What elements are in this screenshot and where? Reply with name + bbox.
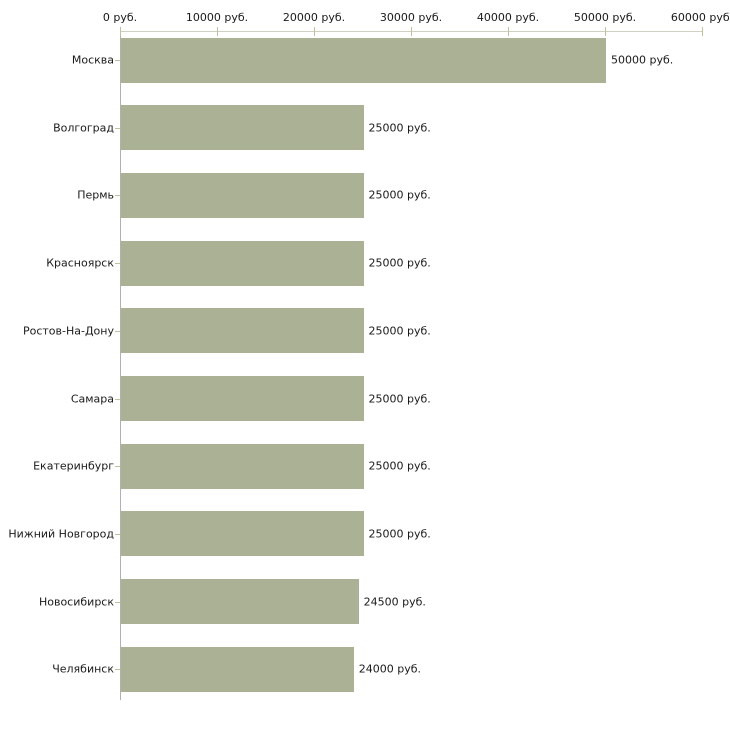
- bar: [121, 443, 364, 489]
- x-tick-label: 50000 руб.: [573, 11, 637, 24]
- value-label: 25000 руб.: [368, 256, 431, 270]
- category-label: Новосибирск: [38, 595, 114, 609]
- category-tick-mark: [115, 127, 120, 129]
- bar: [121, 579, 359, 625]
- bar: [121, 308, 364, 354]
- category-tick-mark: [115, 195, 120, 197]
- value-label: 25000 руб.: [368, 324, 431, 338]
- category-label: Москва: [71, 53, 114, 67]
- value-label: 50000 руб.: [611, 53, 674, 67]
- bar: [121, 105, 364, 151]
- value-label: 25000 руб.: [368, 188, 431, 202]
- x-tick-mark: [411, 27, 412, 36]
- value-label: 25000 руб.: [368, 392, 431, 405]
- x-tick-mark: [217, 27, 218, 36]
- x-tick-mark: [605, 27, 606, 36]
- bar: [121, 37, 606, 83]
- bar: [121, 172, 364, 218]
- value-label: 25000 руб.: [368, 527, 431, 541]
- x-tick-label: 10000 руб.: [185, 11, 249, 24]
- bar: [121, 376, 364, 421]
- value-label: 24000 руб.: [358, 662, 422, 676]
- x-tick-label: 30000 руб.: [379, 11, 443, 24]
- x-tick-label: 0 руб.: [102, 11, 138, 24]
- category-tick-mark: [115, 398, 120, 400]
- x-tick-label: 20000 руб.: [282, 11, 346, 24]
- bar: [121, 646, 354, 692]
- x-tick-mark: [314, 27, 315, 36]
- x-tick-mark: [508, 27, 509, 36]
- category-tick-mark: [115, 533, 120, 535]
- x-tick-mark: [120, 27, 121, 36]
- category-label: Пермь: [77, 188, 114, 202]
- category-label: Самара: [70, 392, 114, 405]
- category-tick-mark: [115, 60, 120, 61]
- category-label: Красноярск: [46, 256, 114, 270]
- x-tick-mark: [702, 27, 703, 36]
- category-label: Волгоград: [53, 121, 114, 135]
- value-label: 25000 руб.: [368, 459, 431, 473]
- x-tick-label: 60000 руб.: [670, 11, 730, 24]
- category-tick-mark: [115, 601, 120, 603]
- category-label: Нижний Новгород: [8, 527, 114, 541]
- category-label: Челябинск: [52, 662, 114, 676]
- category-tick-mark: [115, 330, 120, 332]
- bar: [121, 240, 364, 286]
- bar: [121, 511, 364, 557]
- category-tick-mark: [115, 669, 120, 671]
- y-axis-line: [120, 31, 121, 700]
- category-tick-mark: [115, 263, 120, 265]
- category-tick-mark: [115, 466, 120, 468]
- category-label: Екатеринбург: [33, 459, 114, 473]
- x-tick-label: 40000 руб.: [476, 11, 540, 24]
- value-label: 25000 руб.: [368, 121, 431, 135]
- category-label: Ростов-На-Дону: [22, 324, 114, 338]
- value-label: 24500 руб.: [363, 595, 426, 609]
